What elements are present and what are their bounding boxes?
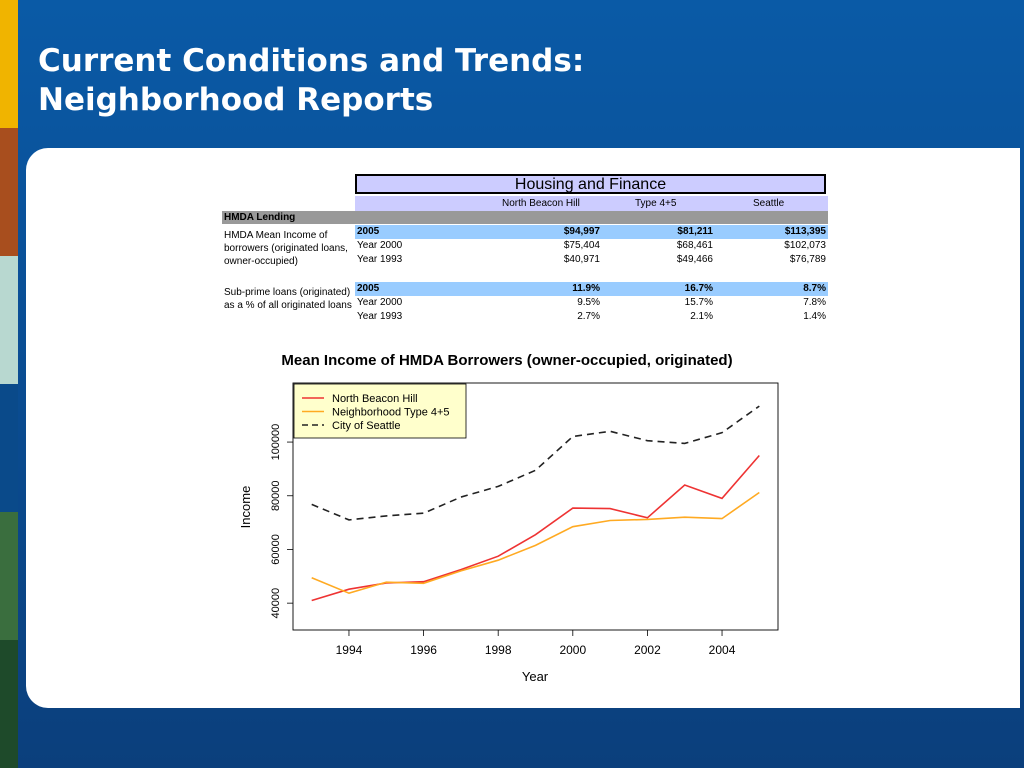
cell-value: $81,211	[677, 226, 713, 237]
cell-value: $76,789	[789, 254, 826, 265]
x-tick-label: 1996	[410, 643, 437, 657]
row-year: Year 1993	[357, 254, 403, 265]
cell-value: 2.7%	[577, 311, 600, 322]
legend-label: Neighborhood Type 4+5	[332, 407, 450, 419]
decorative-color-strip	[0, 0, 18, 768]
row-year: Year 2000	[357, 240, 403, 251]
slide-title: Current Conditions and Trends: Neighborh…	[38, 42, 584, 120]
category-label: HMDA Lending	[224, 212, 296, 223]
x-axis-label: Year	[522, 669, 549, 684]
legend-label: North Beacon Hill	[332, 393, 418, 405]
row-year: Year 2000	[357, 297, 403, 308]
row-year: 2005	[357, 283, 380, 294]
cell-value: 2.1%	[690, 311, 713, 322]
y-tick-label: 60000	[270, 534, 282, 565]
content-panel	[26, 148, 1020, 708]
income-line-chart: Mean Income of HMDA Borrowers (owner-occ…	[238, 352, 779, 684]
column-header-type-4-5: Type 4+5	[635, 198, 677, 209]
table-category-row: HMDA Lending	[222, 211, 828, 224]
cell-value: 16.7%	[684, 283, 713, 294]
cell-value: 8.7%	[803, 283, 826, 294]
cell-value: 1.4%	[803, 311, 826, 322]
section-label-mean-income: HMDA Mean Income of borrowers (originate…	[224, 230, 348, 267]
cell-value: $68,461	[676, 240, 713, 251]
cell-value: 15.7%	[684, 297, 713, 308]
title-line-2: Neighborhood Reports	[38, 82, 434, 118]
cell-value: 11.9%	[572, 283, 600, 294]
cell-value: 9.5%	[577, 297, 600, 308]
cell-value: $49,466	[676, 254, 713, 265]
row-year: Year 1993	[357, 311, 403, 322]
x-tick-label: 1994	[336, 643, 363, 657]
table-row: Year 2000 $75,404 $68,461 $102,073	[355, 239, 828, 253]
x-tick-label: 2000	[559, 643, 586, 657]
row-year: 2005	[357, 226, 380, 237]
cell-value: $113,395	[784, 226, 826, 237]
y-tick-label: 100000	[270, 424, 282, 461]
table-row: Year 2000 9.5% 15.7% 7.8%	[355, 296, 828, 310]
cell-value: $102,073	[784, 240, 826, 251]
column-header-seattle: Seattle	[753, 198, 785, 209]
legend-label: City of Seattle	[332, 420, 400, 432]
series-line-1	[311, 491, 760, 595]
x-tick-label: 2002	[634, 643, 661, 657]
chart-title: Mean Income of HMDA Borrowers (owner-occ…	[281, 352, 732, 369]
title-line-1: Current Conditions and Trends:	[38, 43, 585, 79]
table-heading: Housing and Finance	[355, 174, 826, 194]
chart-plot-layer: 1994 1996 1998 2000 2002 2004 40000 60000 80000 1…	[270, 382, 779, 657]
x-tick-label: 1998	[485, 643, 512, 657]
column-header-north-beacon-hill: North Beacon Hill	[502, 198, 580, 209]
cell-value: $94,997	[563, 226, 600, 237]
table-column-headers: North Beacon Hill Type 4+5 Seattle	[355, 196, 828, 211]
cell-value: $75,404	[563, 240, 600, 251]
series-line-0	[311, 454, 760, 602]
table-row: Year 1993 2.7% 2.1% 1.4%	[355, 310, 828, 324]
y-tick-label: 80000	[270, 480, 282, 511]
table-row: Year 1993 $40,971 $49,466 $76,789	[355, 253, 828, 267]
section-label-subprime: Sub-prime loans (originated) as a % of a…	[224, 287, 352, 311]
y-tick-label: 40000	[270, 588, 282, 619]
cell-value: $40,971	[563, 254, 600, 265]
y-axis-label: Income	[238, 486, 253, 529]
series-line-2	[311, 405, 760, 521]
plot-frame	[292, 382, 779, 631]
x-tick-label: 2004	[709, 643, 736, 657]
cell-value: 7.8%	[803, 297, 826, 308]
table-row: 2005 11.9% 16.7% 8.7%	[355, 282, 828, 296]
table-row: 2005 $94,997 $81,211 $113,395	[355, 225, 828, 239]
